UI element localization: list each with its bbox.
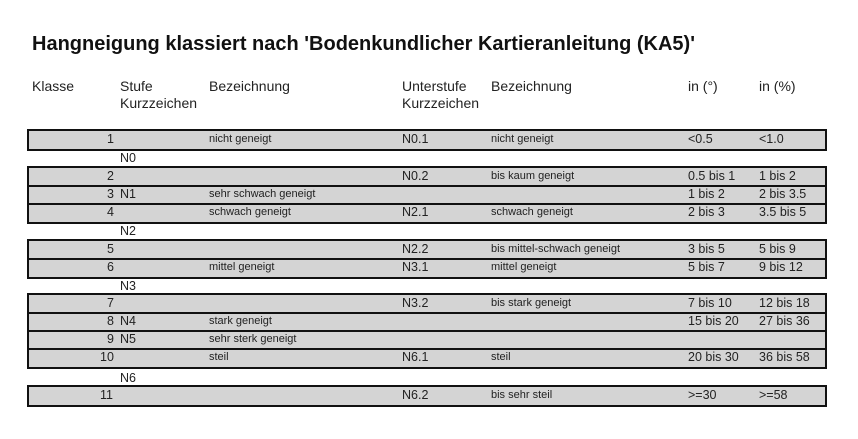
page-title: Hangneigung klassiert nach 'Bodenkundlic… [32, 33, 695, 55]
cell-bezeichnung: sehr sterk geneigt [209, 333, 297, 345]
table-row: 1 nicht geneigt N0.1 nicht geneigt <0.5 … [29, 131, 825, 149]
cell-prozent: <1.0 [759, 132, 784, 146]
cell-bezeichnung-2: bis kaum geneigt [491, 170, 575, 182]
table-row: 11 N6.2 bis sehr steil >=30 >=58 [29, 387, 825, 405]
cell-bezeichnung: steil [209, 351, 229, 363]
table-row: 8 N4 stark geneigt 15 bis 20 27 bis 36 [29, 313, 825, 331]
row-divider [29, 203, 825, 205]
cell-bezeichnung-2: nicht geneigt [491, 133, 554, 145]
header-stufe-line1: Stufe [120, 78, 153, 94]
cell-unterstufe: N6.2 [402, 388, 429, 402]
cell-grad: >=30 [688, 388, 717, 402]
cell-klasse: 5 [107, 242, 114, 256]
cell-prozent: 9 bis 12 [759, 260, 803, 274]
cell-bezeichnung: nicht geneigt [209, 133, 272, 145]
cell-klasse: 9 [107, 332, 114, 346]
cell-unterstufe: N3.1 [402, 260, 429, 274]
cell-klasse: 7 [107, 296, 114, 310]
cell-klasse: 11 [100, 388, 113, 402]
header-bezeichnung-2: Bezeichnung [491, 78, 572, 94]
cell-grad: <0.5 [688, 132, 713, 146]
cell-grad: 1 bis 2 [688, 187, 725, 201]
cell-grad: 15 bis 20 [688, 314, 739, 328]
cell-klasse: 6 [107, 260, 114, 274]
table-row: 4 schwach geneigt N2.1 schwach geneigt 2… [29, 204, 825, 222]
cell-prozent: 3.5 bis 5 [759, 205, 807, 219]
cell-bezeichnung-2: mittel geneigt [491, 261, 557, 273]
cell-prozent: 2 bis 3.5 [759, 187, 807, 201]
cell-stufe: N1 [120, 187, 136, 201]
cell-klasse: 10 [100, 350, 114, 364]
cell-bezeichnung: schwach geneigt [209, 206, 291, 218]
table-row: 10 steil N6.1 steil 20 bis 30 36 bis 58 [29, 349, 825, 367]
cell-bezeichnung: mittel geneigt [209, 261, 275, 273]
table-row: 2 N0.2 bis kaum geneigt 0.5 bis 1 1 bis … [29, 168, 825, 186]
header-klasse: Klasse [32, 78, 75, 94]
cell-bezeichnung-2: bis sehr steil [491, 389, 553, 401]
cell-grad: 2 bis 3 [688, 205, 725, 219]
header-bezeichnung: Bezeichnung [209, 78, 290, 94]
cell-prozent: 36 bis 58 [759, 350, 810, 364]
cell-unterstufe: N0.2 [402, 169, 429, 183]
table-row: 5 N2.2 bis mittel-schwach geneigt 3 bis … [29, 241, 825, 259]
header-unterstufe-line2: Kurzzeichen [402, 95, 480, 111]
cell-klasse: 4 [107, 205, 114, 219]
row-group-n6-2 [27, 385, 827, 407]
cell-bezeichnung-2: schwach geneigt [491, 206, 573, 218]
stufe-label-n3: N3 [120, 279, 136, 293]
row-divider [29, 330, 825, 332]
cell-grad: 7 bis 10 [688, 296, 732, 310]
cell-stufe: N5 [120, 332, 136, 346]
header-unterstufe: Unterstufe Kurzzeichen [402, 78, 479, 112]
cell-unterstufe: N6.1 [402, 350, 429, 364]
table-row: 6 mittel geneigt N3.1 mittel geneigt 5 b… [29, 259, 825, 277]
cell-prozent: 12 bis 18 [759, 296, 810, 310]
stufe-label-n6: N6 [120, 371, 136, 385]
row-divider [29, 312, 825, 314]
cell-unterstufe: N3.2 [402, 296, 429, 310]
header-grad: in (°) [688, 78, 718, 94]
cell-bezeichnung-2: steil [491, 351, 511, 363]
cell-stufe: N4 [120, 314, 136, 328]
cell-grad: 0.5 bis 1 [688, 169, 736, 183]
cell-unterstufe: N2.2 [402, 242, 429, 256]
cell-klasse: 2 [107, 169, 114, 183]
header-prozent: in (%) [759, 78, 796, 94]
cell-grad: 3 bis 5 [688, 242, 725, 256]
table-row: 3 N1 sehr schwach geneigt 1 bis 2 2 bis … [29, 186, 825, 204]
stufe-label-n2: N2 [120, 224, 136, 238]
cell-prozent: >=58 [759, 388, 788, 402]
cell-prozent: 5 bis 9 [759, 242, 796, 256]
cell-prozent: 1 bis 2 [759, 169, 796, 183]
header-stufe: Stufe Kurzzeichen [120, 78, 197, 112]
row-group-n0-n2 [27, 166, 827, 224]
cell-unterstufe: N2.1 [402, 205, 429, 219]
header-unterstufe-line1: Unterstufe [402, 78, 467, 94]
cell-klasse: 8 [107, 314, 114, 328]
header-stufe-line2: Kurzzeichen [120, 95, 198, 111]
cell-unterstufe: N0.1 [402, 132, 429, 146]
stufe-label-n0: N0 [120, 151, 136, 165]
cell-bezeichnung-2: bis stark geneigt [491, 297, 572, 309]
cell-grad: 5 bis 7 [688, 260, 725, 274]
table-row: 9 N5 sehr sterk geneigt [29, 331, 825, 349]
cell-bezeichnung-2: bis mittel-schwach geneigt [491, 243, 621, 255]
cell-bezeichnung: sehr schwach geneigt [209, 188, 316, 200]
row-divider [29, 348, 825, 350]
cell-bezeichnung: stark geneigt [209, 315, 272, 327]
cell-klasse: 1 [107, 132, 114, 146]
cell-prozent: 27 bis 36 [759, 314, 810, 328]
cell-grad: 20 bis 30 [688, 350, 739, 364]
cell-klasse: 3 [107, 187, 114, 201]
row-divider [29, 185, 825, 187]
table-row: 7 N3.2 bis stark geneigt 7 bis 10 12 bis… [29, 295, 825, 313]
row-group-n0-1 [27, 129, 827, 151]
row-divider [29, 258, 825, 260]
